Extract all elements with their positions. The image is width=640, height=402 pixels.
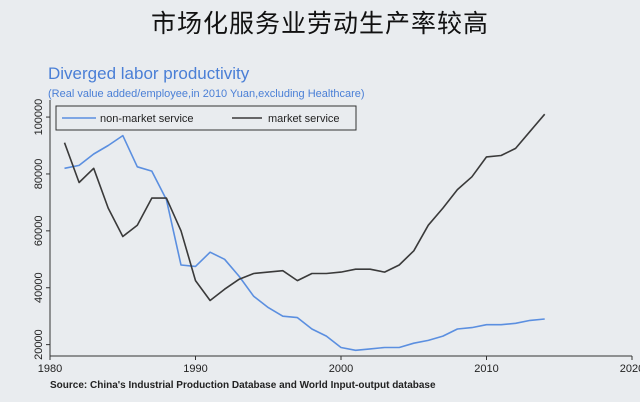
chart-subtitle: (Real value added/employee,in 2010 Yuan,…	[48, 88, 365, 100]
series-line-market-service	[63, 113, 546, 302]
x-tick-label: 2000	[329, 363, 353, 375]
x-tick-label: 2010	[474, 363, 498, 375]
chart-legend: non-market service market service	[55, 105, 357, 131]
source-note: Source: China's Industrial Production Da…	[50, 380, 436, 391]
y-tick-label: 20000	[33, 329, 45, 360]
legend-label: market service	[268, 113, 340, 125]
legend-label: non-market service	[100, 113, 194, 125]
legend-box	[55, 105, 357, 131]
series-line-non-market-service	[64, 134, 545, 352]
y-tick-label: 40000	[33, 272, 45, 303]
y-tick-label: 60000	[33, 216, 45, 247]
y-tick-label: 100000	[33, 99, 45, 136]
chart-axes: 1980 1990 2000 2010 2020 20000 40000 60000 80000…	[33, 99, 640, 375]
series-layer	[63, 113, 546, 352]
x-tick-label: 2020	[620, 363, 640, 375]
x-tick-label: 1980	[38, 363, 62, 375]
y-tick-label: 80000	[33, 159, 45, 190]
slide-title: 市场化服务业劳动生产率较高	[150, 9, 489, 38]
x-tick-label: 1990	[183, 363, 207, 375]
chart-title: Diverged labor productivity	[48, 64, 250, 83]
